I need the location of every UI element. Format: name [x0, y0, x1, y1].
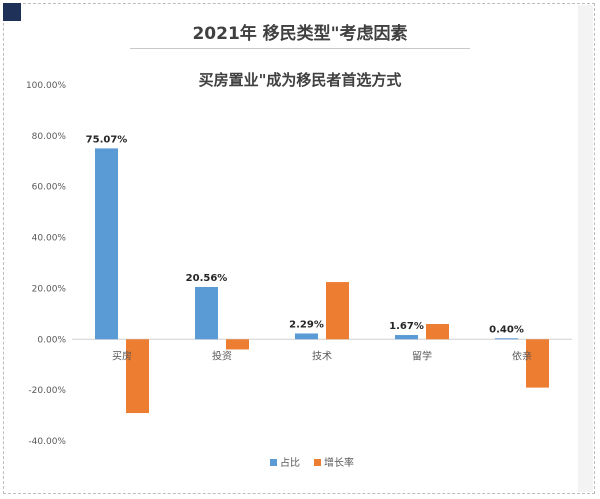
bar-growth — [326, 282, 349, 340]
legend-swatch-growth — [314, 459, 321, 466]
scroll-strip — [578, 5, 593, 492]
category-label: 留学 — [412, 349, 432, 362]
y-tick-label: 20.00% — [32, 284, 67, 294]
corner-badge — [3, 3, 21, 21]
y-tick-label: -40.00% — [28, 437, 66, 447]
data-label: 1.67% — [389, 321, 424, 332]
legend-label: 增长率 — [324, 456, 354, 469]
bar-growth — [426, 324, 449, 340]
category-label: 买房 — [112, 349, 132, 362]
data-label: 20.56% — [186, 273, 228, 284]
bar-growth — [226, 339, 249, 350]
category-label: 投资 — [212, 349, 232, 362]
bar-growth — [526, 339, 549, 388]
data-label: 0.40% — [489, 324, 524, 335]
y-tick-label: -20.00% — [28, 386, 66, 396]
data-labels: 75.07% 20.56% 2.29% 1.67% 0.40% — [86, 134, 524, 335]
bar-share — [195, 287, 218, 340]
title-divider — [130, 48, 470, 49]
y-tick-label: 100.00% — [26, 81, 66, 91]
bar-share — [95, 148, 118, 340]
data-label: 75.07% — [86, 134, 128, 145]
data-label: 2.29% — [289, 319, 324, 330]
bar-share — [495, 338, 518, 340]
y-tick-label: 60.00% — [32, 183, 67, 193]
bar-share — [395, 335, 418, 340]
legend-label: 占比 — [280, 456, 300, 469]
y-tick-label: 0.00% — [37, 335, 66, 345]
bars — [95, 148, 549, 414]
chart-title: 买房置业"成为移民者首选方式 — [198, 71, 402, 89]
category-label: 依亲 — [512, 349, 532, 362]
category-labels: 买房 投资 技术 留学 依亲 — [112, 349, 532, 362]
y-axis: 100.00% 80.00% 60.00% 40.00% 20.00% 0.00% -20.… — [26, 81, 66, 447]
y-tick-label: 80.00% — [32, 132, 67, 142]
category-label: 技术 — [312, 349, 332, 362]
y-tick-label: 40.00% — [32, 234, 67, 244]
page-title: 2021年 移民类型"考虑因素 — [192, 24, 408, 44]
bar-share — [295, 333, 318, 340]
legend: 占比 增长率 — [270, 456, 354, 469]
bar-growth — [126, 339, 149, 414]
legend-swatch-share — [270, 459, 277, 466]
